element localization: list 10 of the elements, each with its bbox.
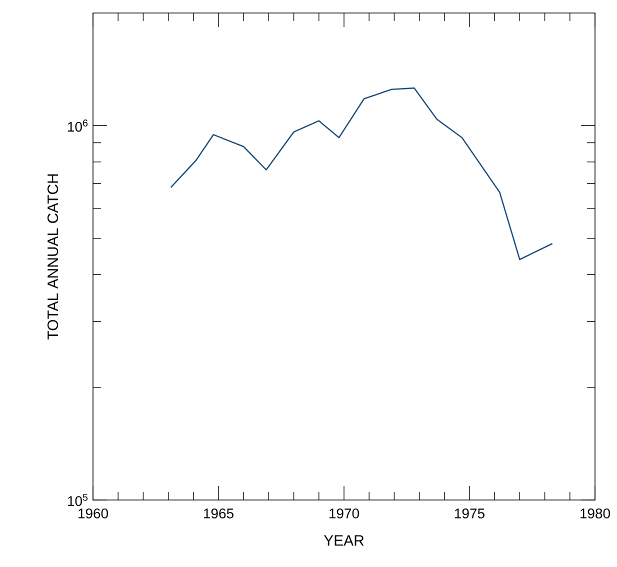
x-tick-label: 1965 <box>204 508 234 518</box>
x-tick-label: 1960 <box>78 508 108 518</box>
y-axis-title: TOTAL ANNUAL CATCH <box>47 174 58 340</box>
x-tick-label: 1970 <box>329 508 360 518</box>
y-tick-label: 10$^{6}$ <box>68 120 88 132</box>
y-tick-label: 10$^{5}$ <box>68 494 88 506</box>
x-axis-title: YEAR <box>324 535 364 546</box>
line-series <box>170 87 553 260</box>
x-tick-label: 1980 <box>580 508 610 518</box>
x-tick-label: 1975 <box>454 508 484 518</box>
